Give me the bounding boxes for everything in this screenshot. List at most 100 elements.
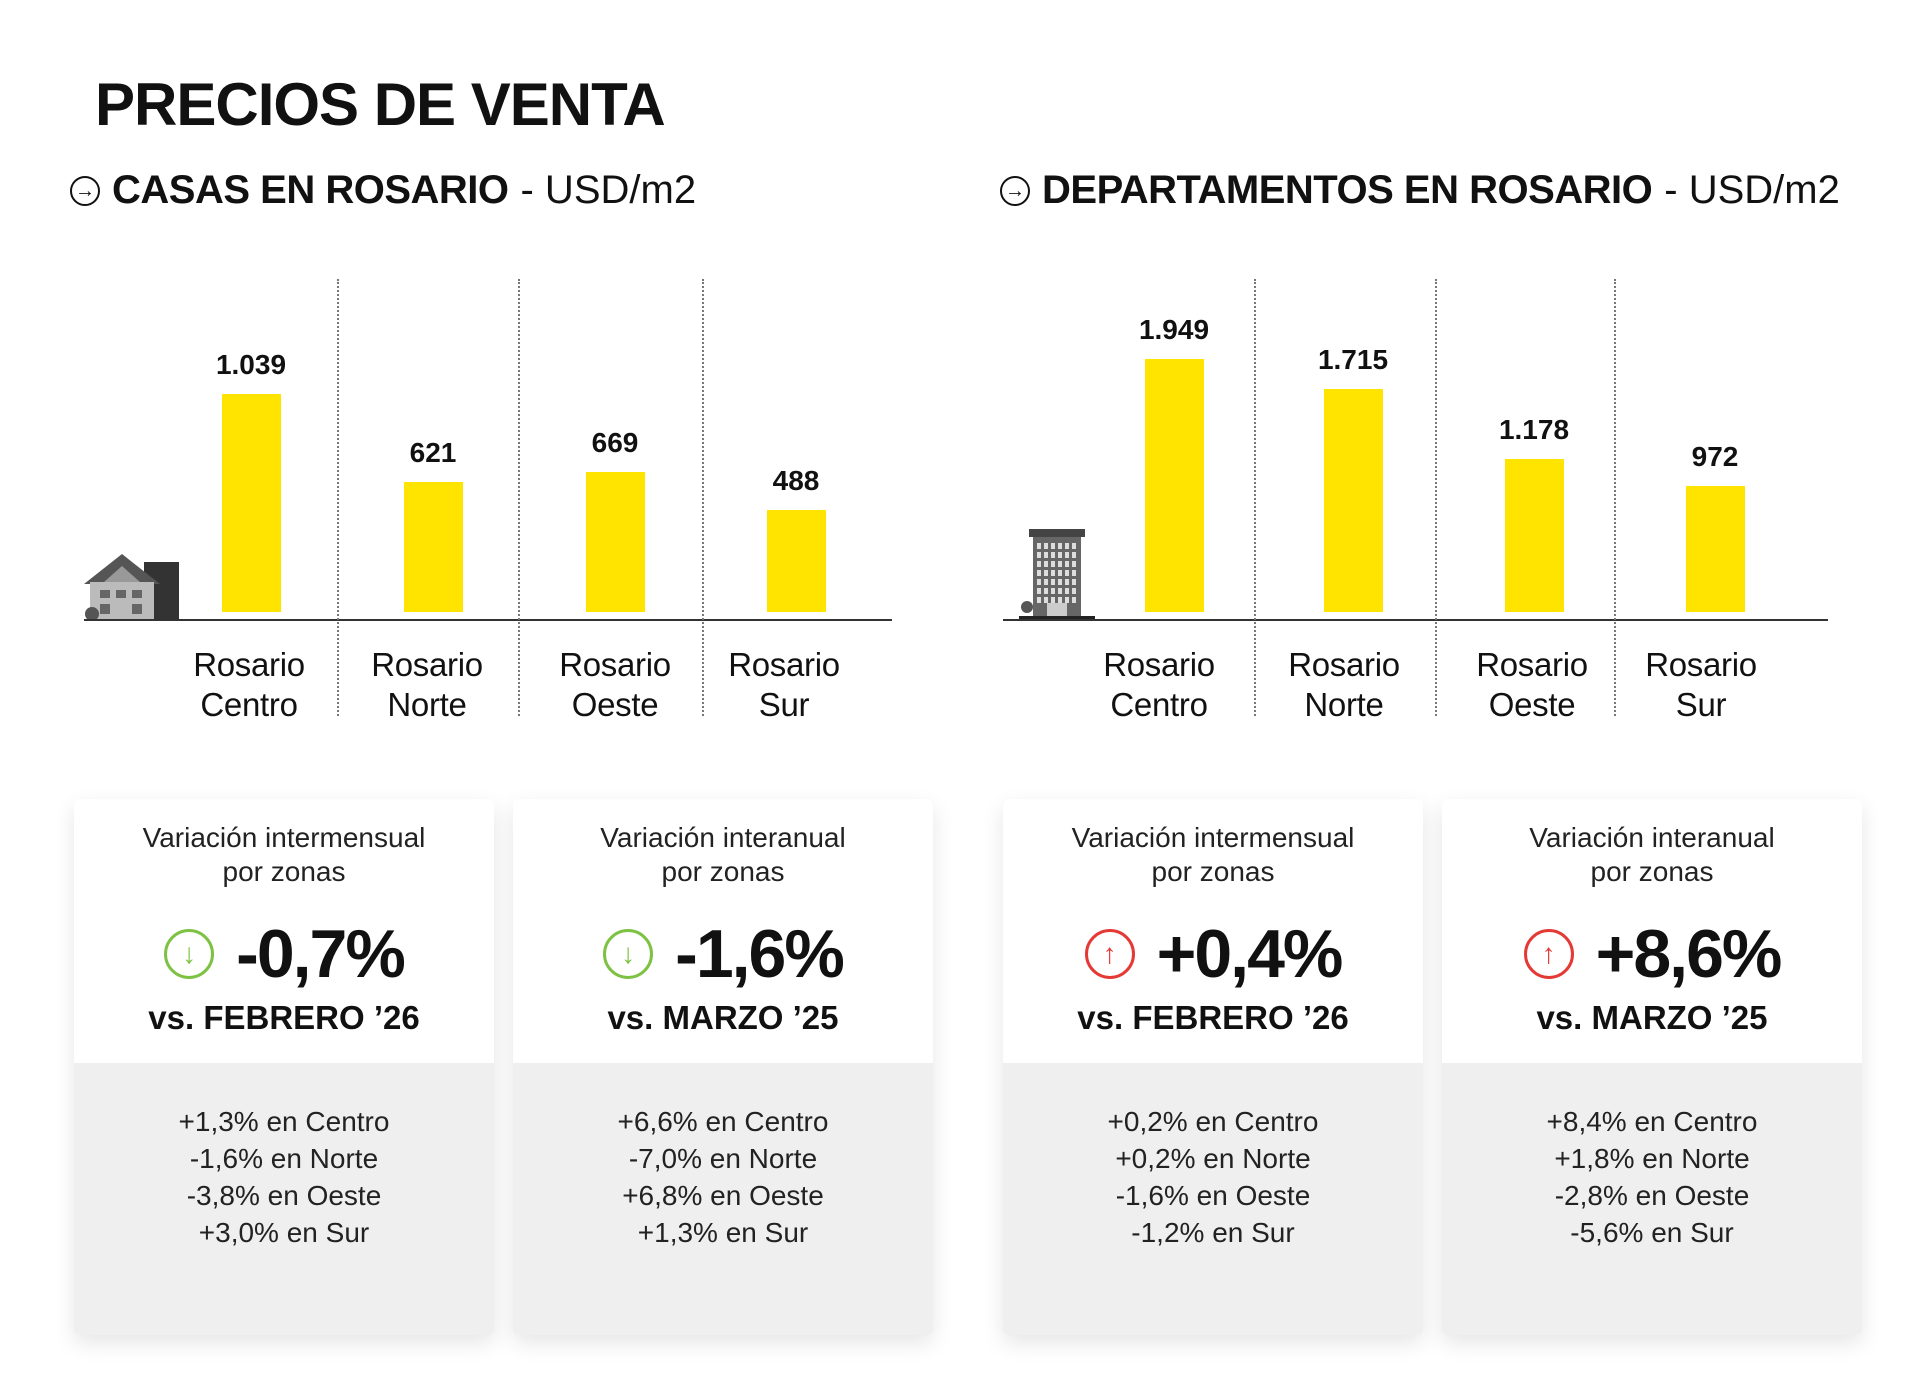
category-label: Rosario Centro: [1074, 645, 1244, 725]
zone-variation: -7,0% en Norte: [628, 1143, 818, 1174]
bar: [222, 394, 281, 612]
card-header: Variación intermensual por zonas ↓ -0,7% vs.…: [74, 799, 494, 1063]
zone-variation: -3,8% en Oeste: [186, 1180, 382, 1211]
arrow-circle-icon: →: [1000, 175, 1030, 206]
zone-breakdown: +6,6% en Centro -7,0% en Norte +6,8% en Oe…: [513, 1063, 933, 1251]
section-heading: → DEPARTAMENTOS EN ROSARIO - USD/m2: [1000, 168, 1840, 213]
value-label: 669: [591, 426, 639, 458]
card-title-line: Variación interanual: [1529, 822, 1775, 853]
building-icon: [1019, 527, 1095, 619]
arrow-up-circle-icon: ↑: [1523, 929, 1574, 979]
category-label-line: Centro: [200, 686, 298, 723]
value-label: 972: [1691, 440, 1739, 472]
category-label-line: Rosario: [559, 646, 671, 683]
bar: [586, 471, 645, 612]
zone-breakdown: +1,3% en Centro -1,6% en Norte -3,8% en Oe…: [74, 1063, 494, 1251]
category-label-line: Centro: [1110, 686, 1208, 723]
zone-variation: -1,6% en Oeste: [1115, 1180, 1311, 1211]
category-label-line: Rosario: [193, 646, 305, 683]
zone-breakdown: +0,2% en Centro +0,2% en Norte -1,6% en Oe…: [1003, 1063, 1423, 1251]
zone-variation: +0,2% en Centro: [1107, 1106, 1319, 1137]
card-title: Variación interanual por zonas: [1442, 799, 1862, 889]
card-title-line: por zonas: [1151, 856, 1275, 887]
arrow-circle-icon: →: [70, 175, 100, 206]
variation-card: Variación intermensual por zonas ↑ +0,4% vs.…: [1003, 799, 1423, 1335]
category-label-line: Norte: [387, 686, 467, 723]
zone-breakdown: +8,4% en Centro +1,8% en Norte -2,8% en Oe…: [1442, 1063, 1862, 1251]
category-label: Rosario Sur: [699, 645, 869, 725]
section-title: CASAS EN ROSARIO: [112, 168, 509, 212]
zone-divider: [702, 279, 704, 716]
zone-variation: +6,8% en Oeste: [622, 1180, 824, 1211]
category-label-line: Oeste: [571, 686, 659, 723]
variation-value: +8,6%: [1595, 916, 1783, 992]
category-label-line: Rosario: [1476, 646, 1588, 683]
x-axis: [1003, 619, 1828, 621]
zone-divider: [1614, 279, 1616, 716]
value-label: 1.039: [215, 349, 287, 380]
card-title-line: por zonas: [1590, 856, 1714, 887]
category-label-line: Sur: [1675, 686, 1727, 723]
card-header: Variación interanual por zonas ↓ -1,6% vs. M…: [513, 799, 933, 1063]
zone-variation: +1,3% en Sur: [637, 1217, 809, 1248]
zone-variation: +1,3% en Centro: [178, 1106, 390, 1137]
category-label-line: Rosario: [1103, 646, 1215, 683]
zone-variation: +0,2% en Norte: [1115, 1143, 1311, 1174]
arrow-down-circle-icon: ↓: [164, 929, 215, 979]
x-axis: [84, 619, 892, 621]
comparison-period: vs. FEBRERO ’26: [148, 999, 420, 1036]
bar: [404, 481, 463, 612]
value-label: 1.949: [1138, 314, 1210, 345]
bar: [1324, 389, 1383, 612]
page-title: PRECIOS DE VENTA: [95, 71, 666, 138]
category-label-line: Oeste: [1488, 686, 1576, 723]
category-label: Rosario Centro: [164, 645, 334, 725]
bar: [1505, 459, 1564, 612]
house-icon: [84, 554, 181, 621]
zone-variation: -5,6% en Sur: [1570, 1217, 1734, 1248]
variation-value: -0,7%: [236, 916, 406, 992]
value-label: 621: [409, 436, 457, 468]
card-title: Variación intermensual por zonas: [1003, 799, 1423, 889]
variation-value: +0,4%: [1156, 916, 1344, 992]
value-label: 488: [772, 464, 820, 496]
card-title-line: Variación interanual: [600, 822, 846, 853]
bar: [767, 509, 826, 612]
variation-card: Variación interanual por zonas ↑ +8,6% vs. M…: [1442, 799, 1862, 1335]
zone-variation: +3,0% en Sur: [198, 1217, 370, 1248]
variation-card: Variación interanual por zonas ↓ -1,6% vs. M…: [513, 799, 933, 1335]
arrow-down-circle-icon: ↓: [603, 929, 654, 979]
card-title-line: por zonas: [222, 856, 346, 887]
category-label: Rosario Oeste: [1447, 645, 1617, 725]
category-label-line: Rosario: [1288, 646, 1400, 683]
comparison-period: vs. MARZO ’25: [607, 999, 839, 1036]
card-title-line: por zonas: [661, 856, 785, 887]
zone-variation: +6,6% en Centro: [617, 1106, 829, 1137]
zone-divider: [518, 279, 520, 716]
card-header: Variación intermensual por zonas ↑ +0,4% vs.…: [1003, 799, 1423, 1063]
variation-value: -1,6%: [675, 916, 845, 992]
comparison-period: vs. MARZO ’25: [1536, 999, 1768, 1036]
card-title: Variación interanual por zonas: [513, 799, 933, 889]
card-header: Variación interanual por zonas ↑ +8,6% vs. M…: [1442, 799, 1862, 1063]
section-heading: → CASAS EN ROSARIO - USD/m2: [70, 168, 696, 213]
category-label: Rosario Norte: [342, 645, 512, 725]
category-label-line: Rosario: [728, 646, 840, 683]
zone-divider: [337, 279, 339, 716]
zone-divider: [1254, 279, 1256, 716]
value-label: 1.178: [1498, 414, 1570, 446]
category-label-line: Rosario: [1645, 646, 1757, 683]
section-unit: - USD/m2: [520, 168, 697, 212]
comparison-period: vs. FEBRERO ’26: [1077, 999, 1349, 1036]
category-label-line: Rosario: [371, 646, 483, 683]
section-unit: - USD/m2: [1664, 168, 1840, 212]
variation-card: Variación intermensual por zonas ↓ -0,7% vs.…: [74, 799, 494, 1335]
bar: [1686, 485, 1745, 612]
category-label-line: Norte: [1304, 686, 1384, 723]
arrow-up-circle-icon: ↑: [1084, 929, 1135, 979]
zone-variation: +1,8% en Norte: [1554, 1143, 1750, 1174]
category-label: Rosario Oeste: [530, 645, 700, 725]
bar: [1145, 359, 1204, 612]
card-title-line: Variación intermensual: [1071, 822, 1355, 853]
category-label: Rosario Sur: [1616, 645, 1786, 725]
